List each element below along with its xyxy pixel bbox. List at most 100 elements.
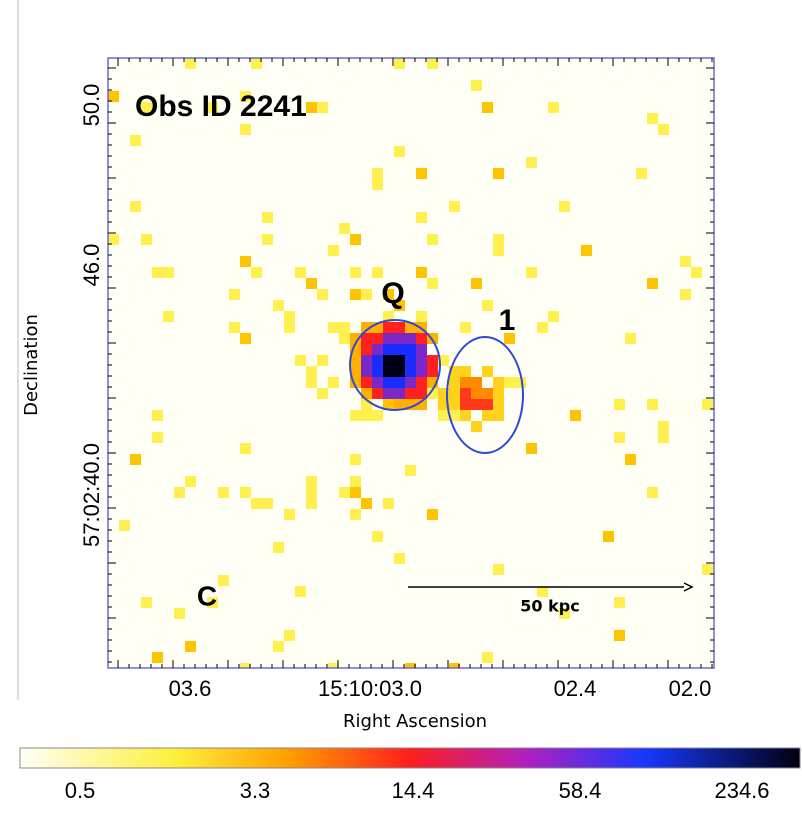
pixel (207, 597, 218, 608)
pixel (471, 377, 482, 388)
pixel (163, 311, 174, 322)
pixel (416, 355, 427, 366)
pixel (482, 102, 493, 113)
pixel (416, 366, 427, 377)
pixel (394, 146, 405, 157)
pixel (372, 344, 383, 355)
pixel (130, 454, 141, 465)
pixel (350, 333, 361, 344)
pixel (416, 168, 427, 179)
pixel (394, 399, 405, 410)
y-tick-label: 46.0 (79, 244, 104, 287)
pixel (449, 366, 460, 377)
pixel (317, 355, 328, 366)
pixel (405, 663, 416, 668)
pixel (273, 542, 284, 553)
pixel (427, 366, 438, 377)
pixel (361, 399, 372, 410)
pixel (460, 388, 471, 399)
pixel (658, 421, 669, 432)
pixel (614, 630, 625, 641)
pixel (185, 476, 196, 487)
pixel (350, 487, 361, 498)
region-1 (446, 336, 524, 454)
pixel (372, 179, 383, 190)
x-tick-label: 02.4 (554, 676, 597, 701)
pixel (559, 608, 570, 619)
y-tick-label: 50.0 (79, 84, 104, 127)
pixel (559, 201, 570, 212)
pixel (152, 432, 163, 443)
pixel (471, 399, 482, 410)
pixel (416, 344, 427, 355)
pixel (339, 487, 350, 498)
pixel (350, 377, 361, 388)
pixel (416, 311, 427, 322)
pixel (405, 366, 416, 377)
pixel (702, 399, 713, 410)
pixel (449, 399, 460, 410)
pixel (427, 355, 438, 366)
pixel (317, 289, 328, 300)
pixel (493, 410, 504, 421)
pixel (603, 531, 614, 542)
pixel (350, 476, 361, 487)
pixel (658, 124, 669, 135)
pixel (416, 333, 427, 344)
pixel (614, 432, 625, 443)
pixel (372, 388, 383, 399)
scale-label: 50 kpc (520, 597, 579, 616)
pixel (372, 333, 383, 344)
pixel (493, 245, 504, 256)
pixels (108, 58, 714, 668)
pixel (394, 322, 405, 333)
pixel (174, 608, 185, 619)
pixel (405, 344, 416, 355)
x-tick-label: 03.6 (169, 676, 212, 701)
pixel (361, 355, 372, 366)
pixel (394, 344, 405, 355)
pixel (240, 124, 251, 135)
pixel (449, 410, 460, 421)
colorbar-label: 3.3 (240, 778, 271, 803)
region-q (349, 319, 441, 411)
pixel (240, 256, 251, 267)
pixel (372, 366, 383, 377)
pixel (361, 322, 372, 333)
pixel (185, 641, 196, 652)
pixel (537, 586, 548, 597)
pixel (262, 212, 273, 223)
pixel (306, 366, 317, 377)
pixel (295, 586, 306, 597)
pixel (295, 355, 306, 366)
pixel (702, 564, 713, 575)
colorbar-label: 14.4 (392, 778, 435, 803)
pixel (658, 432, 669, 443)
pixel (383, 344, 394, 355)
pixel (680, 256, 691, 267)
pixel (581, 245, 592, 256)
pixel (306, 278, 317, 289)
pixel (427, 388, 438, 399)
pixel (691, 267, 702, 278)
pixel (350, 366, 361, 377)
pixel (394, 388, 405, 399)
pixel (460, 322, 471, 333)
pixel (515, 377, 526, 388)
pixel (141, 102, 152, 113)
pixel (262, 498, 273, 509)
pixel (449, 201, 460, 212)
pixel (438, 399, 449, 410)
pixel (482, 366, 493, 377)
pixel (372, 410, 383, 421)
pixel (372, 168, 383, 179)
pixel (141, 597, 152, 608)
pixel (361, 366, 372, 377)
pixel (416, 399, 427, 410)
pixel (405, 355, 416, 366)
pixel (284, 322, 295, 333)
x-tick-label: 02.0 (669, 676, 712, 701)
pixel (493, 399, 504, 410)
pixel (427, 278, 438, 289)
